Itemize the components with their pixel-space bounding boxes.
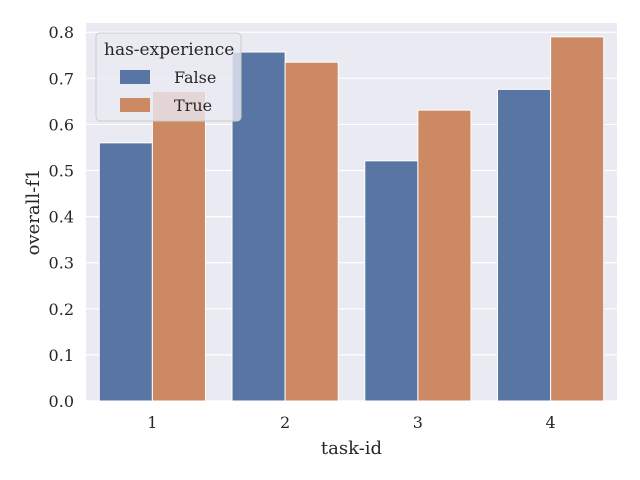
- legend-title: has-experience: [104, 40, 234, 60]
- legend: has-experience False True: [95, 32, 242, 122]
- legend-label-false: False: [174, 68, 216, 87]
- y-tick-label: 0.8: [49, 23, 74, 42]
- y-tick-label: 0.3: [49, 254, 74, 273]
- x-tick-label: 3: [413, 413, 423, 432]
- bar-false-task-4: [497, 88, 552, 402]
- y-tick-label: 0.0: [49, 392, 74, 411]
- bar-true-task-4: [550, 36, 605, 402]
- legend-swatch-true: [120, 98, 150, 112]
- bars: [98, 36, 605, 402]
- legend-items: False True: [120, 68, 216, 115]
- y-tick-label: 0.4: [49, 208, 74, 227]
- x-tick-label: 2: [280, 413, 290, 432]
- y-tick-label: 0.1: [49, 346, 74, 365]
- legend-swatch-false: [120, 70, 150, 84]
- legend-label-true: True: [174, 96, 212, 115]
- y-tick-label: 0.2: [49, 300, 74, 319]
- y-tick-label: 0.5: [49, 162, 74, 181]
- bar-true-task-3: [417, 109, 472, 402]
- x-tick-label: 4: [546, 413, 556, 432]
- x-axis-ticks: 1 2 3 4: [147, 413, 555, 432]
- bar-true-task-2: [284, 61, 339, 402]
- x-axis-label: task-id: [321, 438, 382, 459]
- bar-false-task-1: [98, 142, 153, 402]
- y-tick-label: 0.7: [49, 69, 74, 88]
- x-tick-label: 1: [147, 413, 157, 432]
- bar-true-task-1: [151, 90, 206, 402]
- bar-false-task-3: [364, 160, 419, 402]
- y-axis-ticks: 0.0 0.1 0.2 0.3 0.4 0.5 0.6 0.7 0.8: [49, 23, 74, 411]
- y-axis-label: overall-f1: [23, 169, 44, 256]
- y-tick-label: 0.6: [49, 115, 74, 134]
